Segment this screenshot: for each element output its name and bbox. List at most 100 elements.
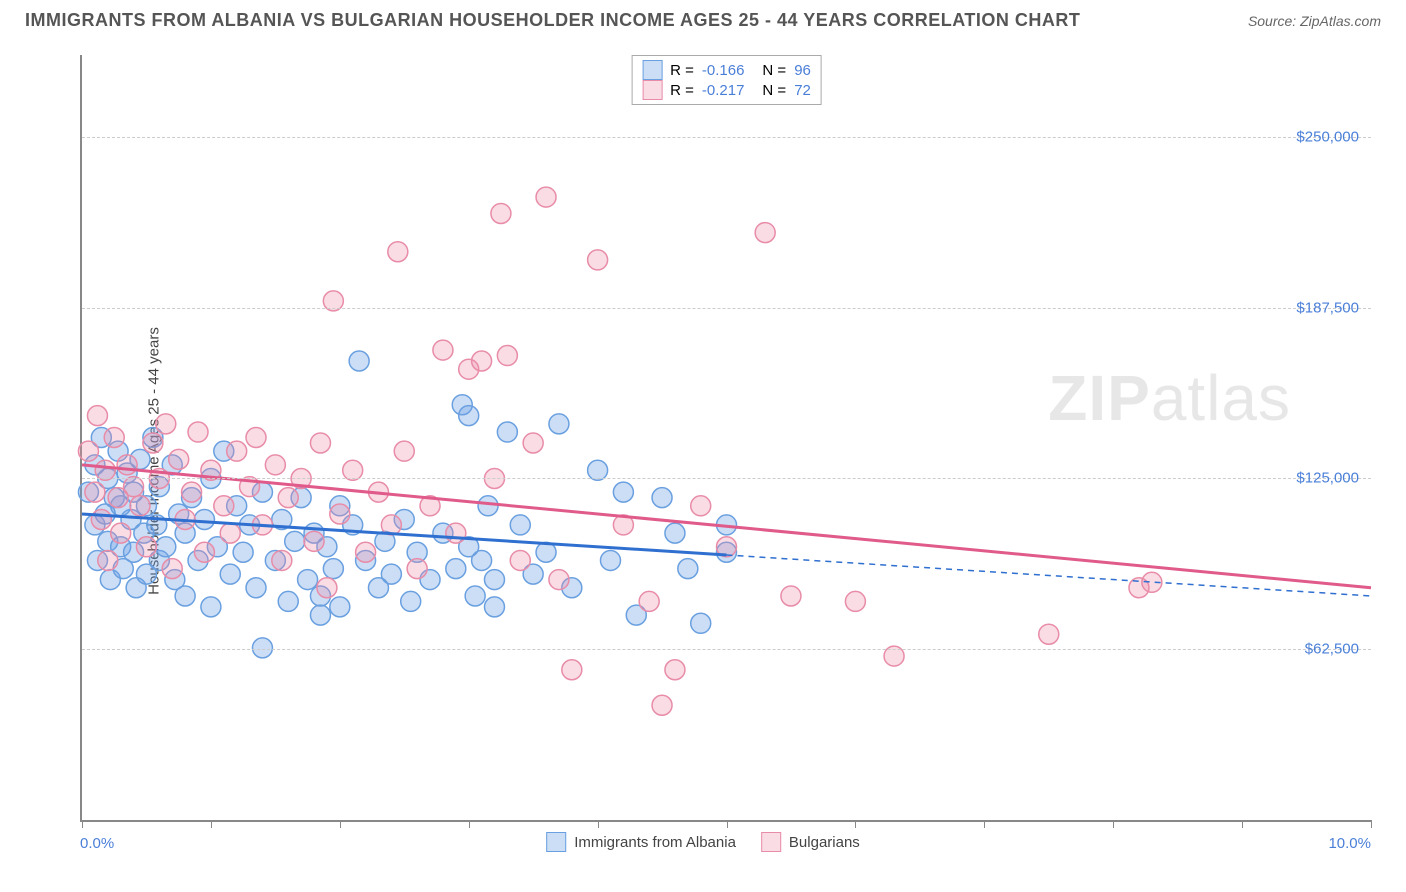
data-point [478, 496, 498, 516]
data-point [600, 550, 620, 570]
data-point [465, 586, 485, 606]
x-max-label: 10.0% [1328, 835, 1371, 852]
data-point [91, 509, 111, 529]
data-point [484, 597, 504, 617]
gridline [82, 308, 1371, 309]
x-tick [340, 820, 341, 828]
data-point [356, 542, 376, 562]
legend-stat-row: R = -0.217 N = 72 [642, 80, 811, 100]
data-point [549, 414, 569, 434]
data-point [143, 433, 163, 453]
data-point [310, 605, 330, 625]
data-point [278, 488, 298, 508]
data-point [156, 537, 176, 557]
data-point [214, 496, 234, 516]
data-point [845, 591, 865, 611]
y-tick-label: $250,000 [1296, 128, 1359, 145]
legend-swatch [642, 60, 662, 80]
data-point [510, 550, 530, 570]
data-point [588, 250, 608, 270]
data-point [104, 428, 124, 448]
data-point [446, 523, 466, 543]
data-point [330, 504, 350, 524]
data-point [691, 613, 711, 633]
x-tick [855, 820, 856, 828]
data-point [117, 455, 137, 475]
trend-line-extrapolated [727, 555, 1372, 596]
gridline [82, 137, 1371, 138]
y-tick-label: $125,000 [1296, 470, 1359, 487]
data-point [201, 597, 221, 617]
data-point [665, 523, 685, 543]
data-point [381, 564, 401, 584]
x-tick [1371, 820, 1372, 828]
legend-item: Immigrants from Albania [546, 832, 736, 852]
data-point [85, 482, 105, 502]
data-point [98, 550, 118, 570]
x-tick [598, 820, 599, 828]
data-point [272, 550, 292, 570]
data-point [285, 531, 305, 551]
legend-swatch [761, 832, 781, 852]
y-tick-label: $62,500 [1305, 641, 1359, 658]
data-point [343, 460, 363, 480]
x-tick [1242, 820, 1243, 828]
y-tick-label: $187,500 [1296, 299, 1359, 316]
data-point [233, 542, 253, 562]
data-point [194, 509, 214, 529]
chart-container: Householder Income Ages 25 - 44 years ZI… [25, 45, 1381, 877]
data-point [265, 455, 285, 475]
data-point [78, 441, 98, 461]
data-point [691, 496, 711, 516]
x-tick [469, 820, 470, 828]
data-point [246, 578, 266, 598]
x-tick [727, 820, 728, 828]
data-point [349, 351, 369, 371]
legend-swatch [642, 80, 662, 100]
data-point [665, 660, 685, 680]
data-point [317, 578, 337, 598]
data-point [523, 433, 543, 453]
data-point [246, 428, 266, 448]
data-point [781, 586, 801, 606]
data-point [459, 406, 479, 426]
data-point [639, 591, 659, 611]
data-point [323, 559, 343, 579]
legend-series: Immigrants from Albania Bulgarians [546, 832, 860, 852]
data-point [298, 570, 318, 590]
data-point [497, 346, 517, 366]
data-point [562, 660, 582, 680]
data-point [491, 203, 511, 223]
data-point [111, 523, 131, 543]
legend-stats: R = -0.166 N = 96 R = -0.217 N = 72 [631, 55, 822, 105]
data-point [194, 542, 214, 562]
source-label: Source: ZipAtlas.com [1248, 13, 1381, 29]
data-point [613, 482, 633, 502]
gridline [82, 649, 1371, 650]
data-point [388, 242, 408, 262]
x-tick [1113, 820, 1114, 828]
data-point [175, 586, 195, 606]
chart-title: IMMIGRANTS FROM ALBANIA VS BULGARIAN HOU… [25, 10, 1080, 31]
data-point [182, 482, 202, 502]
legend-item: Bulgarians [761, 832, 860, 852]
plot-svg [82, 55, 1371, 820]
data-point [652, 695, 672, 715]
data-point [484, 570, 504, 590]
data-point [252, 638, 272, 658]
data-point [87, 406, 107, 426]
data-point [136, 537, 156, 557]
data-point [169, 449, 189, 469]
data-point [588, 460, 608, 480]
data-point [652, 488, 672, 508]
data-point [433, 340, 453, 360]
data-point [188, 422, 208, 442]
data-point [220, 564, 240, 584]
data-point [394, 441, 414, 461]
data-point [472, 550, 492, 570]
data-point [549, 570, 569, 590]
data-point [1039, 624, 1059, 644]
data-point [497, 422, 517, 442]
legend-swatch [546, 832, 566, 852]
plot-area: ZIPatlas R = -0.166 N = 96 R = -0.217 N … [80, 55, 1371, 822]
